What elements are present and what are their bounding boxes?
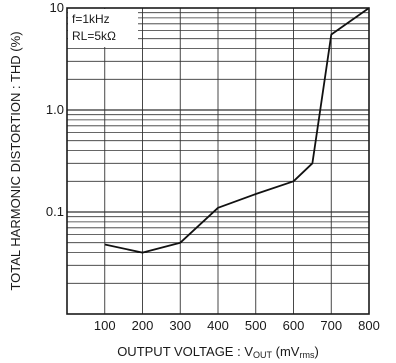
condition-note-box <box>68 9 138 47</box>
x-tick-label: 100 <box>94 318 116 333</box>
x-tick-label: 600 <box>283 318 305 333</box>
series-layer <box>104 7 370 254</box>
condition-note: f=1kHz RL=5kΩ <box>68 9 138 47</box>
x-axis-title: OUTPUT VOLTAGE : VOUT (mVrms) <box>117 344 319 360</box>
condition-load: RL=5kΩ <box>72 29 116 43</box>
x-tick-label: 700 <box>320 318 342 333</box>
plot-frame <box>66 7 370 315</box>
grid <box>67 8 369 314</box>
thd-curve <box>104 7 370 254</box>
x-axis-title-main: OUTPUT VOLTAGE : V <box>117 344 253 359</box>
x-tick-label: 200 <box>132 318 154 333</box>
tick-labels: 100 200 300 400 500 600 700 800 10 1.0 0.1 <box>46 0 380 333</box>
x-tick-label: 400 <box>207 318 229 333</box>
y-tick-label: 0.1 <box>46 204 64 219</box>
x-axis-title-sub: OUT <box>253 350 273 360</box>
x-axis-title-unit-open: (mV <box>272 344 300 359</box>
x-tick-label: 500 <box>245 318 267 333</box>
y-tick-label: 1.0 <box>46 102 64 117</box>
x-axis-title-unit-sub: rms <box>299 350 314 360</box>
condition-frequency: f=1kHz <box>72 12 110 26</box>
x-tick-label: 800 <box>358 318 380 333</box>
x-axis-title-unit-close: ) <box>314 344 318 359</box>
y-tick-label: 10 <box>50 0 64 15</box>
y-axis-title: TOTAL HARMONIC DISTORTION : THD (%) <box>8 31 23 290</box>
x-tick-label: 300 <box>169 318 191 333</box>
